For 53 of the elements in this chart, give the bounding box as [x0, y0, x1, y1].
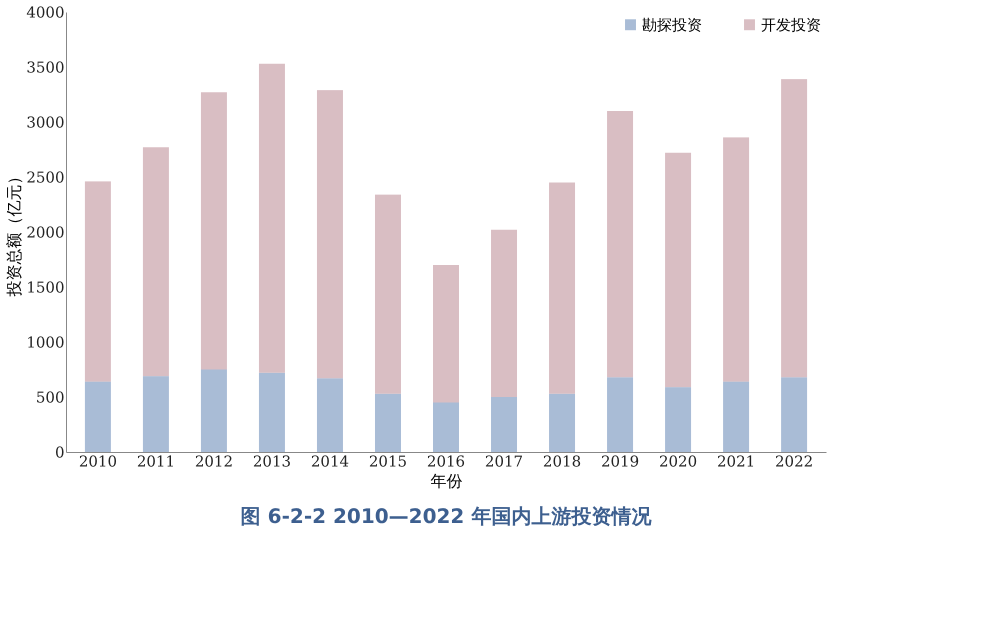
y-tick-label: 3000	[26, 114, 64, 132]
x-tick-label: 2017	[484, 452, 524, 470]
y-tick-label: 3500	[26, 58, 64, 76]
bar	[258, 372, 285, 452]
x-tick-label: 2016	[426, 452, 466, 470]
bar	[200, 370, 227, 452]
x-tick-label: 2011	[136, 452, 176, 470]
y-tick-label: 2500	[26, 168, 64, 186]
bar	[491, 397, 518, 452]
x-tick-label: 2013	[252, 452, 292, 470]
bar	[491, 230, 518, 397]
bar	[433, 265, 459, 402]
bar	[665, 152, 692, 388]
bar	[142, 376, 169, 452]
bar	[84, 181, 111, 382]
x-tick-label: 2012	[194, 452, 234, 470]
x-tick-label: 2020	[658, 452, 698, 470]
y-tick-label: 4000	[26, 4, 64, 22]
bar	[607, 377, 634, 452]
bar	[374, 194, 401, 394]
bar	[607, 111, 634, 378]
x-tick-label: 2019	[600, 452, 640, 470]
bar	[316, 378, 343, 452]
y-tick-label: 1000	[26, 334, 64, 352]
bar	[723, 382, 750, 452]
bar	[549, 182, 576, 394]
bar	[84, 382, 111, 452]
bar	[549, 394, 576, 452]
bar	[781, 79, 808, 378]
text: 图 6-2-2 2010—2022 年国内上游投资情况	[240, 504, 652, 528]
legend-label: 开发投资	[761, 16, 821, 34]
x-tick-label: 2022	[775, 452, 814, 470]
x-tick-label: 2010	[78, 452, 117, 470]
x-tick-label: 2018	[542, 452, 582, 470]
x-axis-title: 年份	[430, 472, 462, 490]
y-tick-label: 0	[54, 444, 64, 462]
y-tick-label: 500	[36, 388, 64, 406]
x-tick-label: 2015	[368, 452, 408, 470]
bar	[142, 147, 169, 376]
y-axis-title: 投资总额（亿元）	[4, 168, 24, 298]
x-tick-label: 2014	[310, 452, 350, 470]
bar	[316, 90, 343, 378]
bar	[200, 92, 227, 370]
bar	[665, 387, 692, 452]
bar	[433, 402, 459, 452]
y-tick-label: 1500	[26, 278, 64, 296]
bar	[723, 137, 750, 382]
bar	[781, 377, 808, 452]
y-tick-label: 2000	[26, 224, 64, 242]
legend-label: 勘探投资	[642, 16, 702, 34]
x-tick-label: 2021	[716, 452, 756, 470]
bar	[374, 394, 401, 452]
bar	[258, 64, 285, 373]
